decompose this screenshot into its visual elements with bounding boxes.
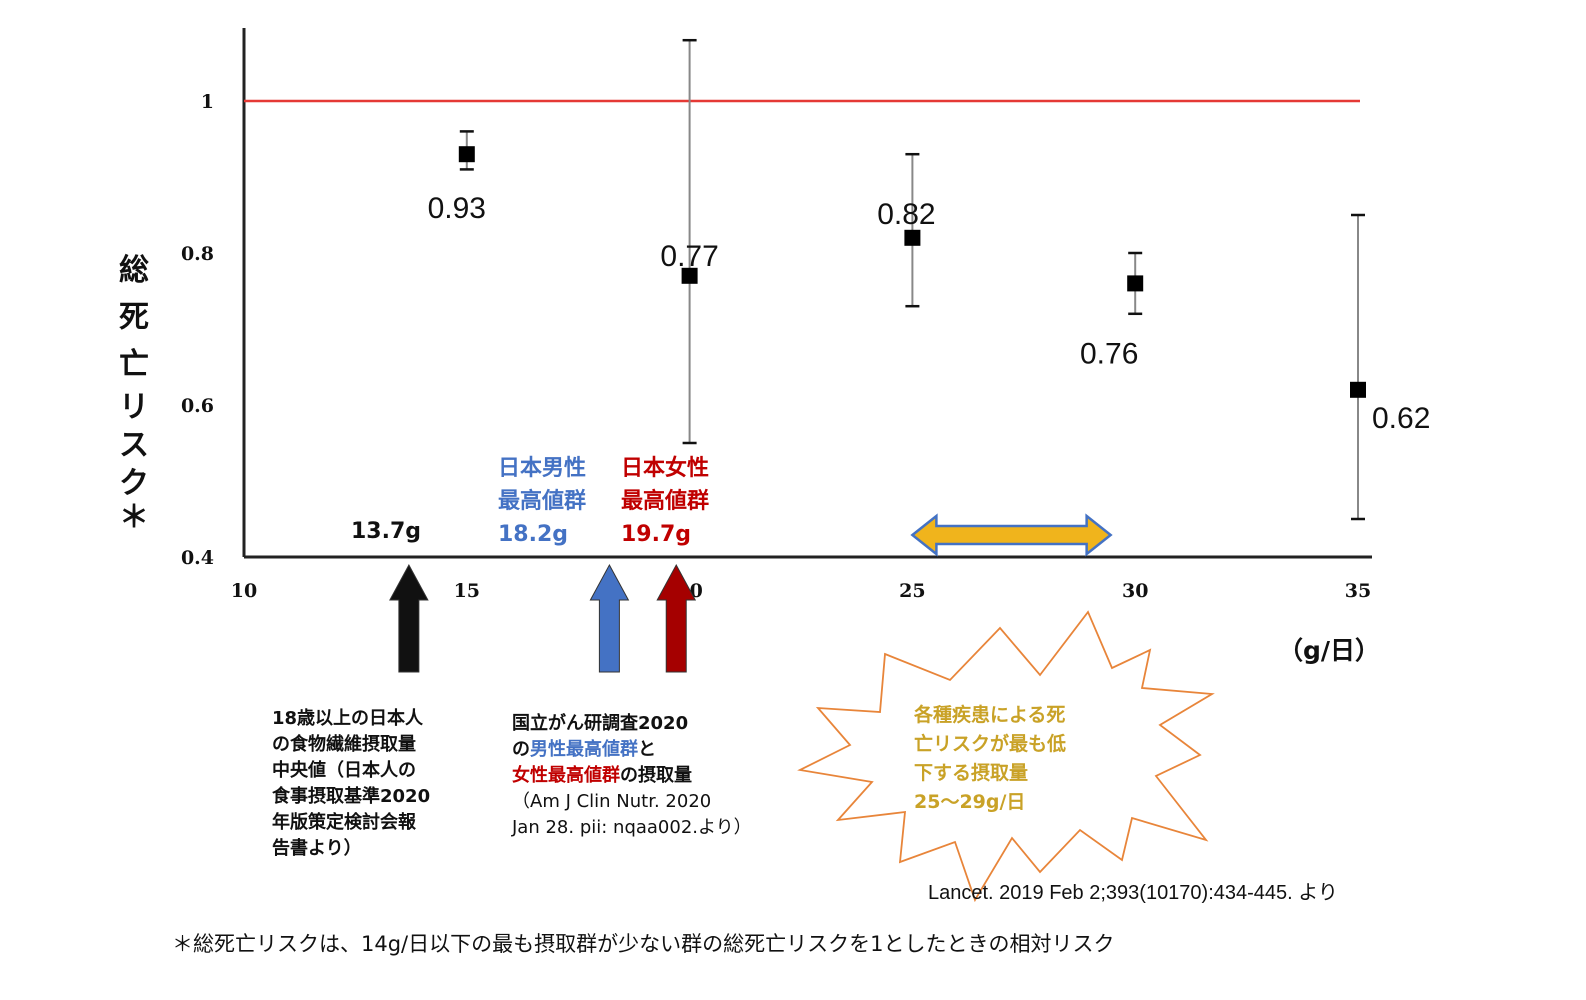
median-note-line: 18歳以上の日本人 [272, 708, 424, 729]
median-note: 18歳以上の日本人 の食物繊維摂取量 中央値（日本人の 食事摂取基準2020 年… [272, 706, 430, 862]
data-point [1127, 275, 1144, 292]
ncc-note-line: Jan 28. pii: nqaa002.より） [512, 817, 752, 838]
x-tick-label: 25 [899, 580, 925, 602]
median-note-line: 年版策定検討会報 [272, 812, 416, 833]
ncc-note-line: （Am J Clin Nutr. 2020 [512, 791, 712, 812]
marker-label-women-line1: 日本女性 [621, 456, 710, 481]
ncc-note-text: の [512, 739, 530, 760]
optimal-range-arrow [910, 513, 1113, 557]
y-axis-label-char: ク [119, 466, 149, 501]
y-axis-label-char: 総 [119, 253, 149, 288]
y-axis-label-char: リ [119, 390, 149, 425]
x-tick-label: 15 [454, 580, 480, 602]
burst-note: 各種疾患による死 亡リスクが最も低 下する摂取量 25〜29g/日 [914, 701, 1066, 817]
y-axis-label-char: 死 [119, 300, 149, 335]
x-tick-label: 30 [1122, 580, 1148, 602]
y-axis-label-char: ス [119, 428, 149, 463]
marker-label-women: 日本女性 最高値群 19.7g [621, 452, 709, 551]
y-tick-label: 0.8 [181, 243, 214, 265]
y-tick-label: 1 [201, 91, 214, 113]
y-tick-label: 0.4 [181, 547, 214, 569]
men-arrow [589, 563, 630, 673]
marker-label-men: 日本男性 最高値群 18.2g [498, 452, 586, 551]
starburst-callout [797, 610, 1215, 903]
data-label: 0.62 [1372, 402, 1430, 435]
burst-note-line: 25〜29g/日 [914, 791, 1026, 813]
marker-label-median: 13.7g [351, 519, 422, 544]
ncc-note-women-highlight: 女性最高値群 [512, 765, 620, 786]
median-note-line: の食物繊維摂取量 [272, 734, 416, 755]
y-tick-label: 0.6 [181, 395, 214, 417]
marker-label-women-line2: 最高値群 [621, 489, 710, 514]
marker-label-men-line3: 18.2g [498, 522, 569, 547]
ncc-note-text: と [638, 739, 656, 760]
burst-note-line: 各種疾患による死 [914, 704, 1066, 726]
y-axis-label-char: 亡 [119, 347, 149, 382]
data-label: 0.77 [660, 240, 718, 273]
x-axis-unit-label: （g/日） [1278, 636, 1381, 665]
data-point [1350, 381, 1366, 398]
median-note-line: 中央値（日本人の [272, 760, 416, 781]
women-arrow [656, 563, 697, 673]
x-tick-label: 35 [1345, 580, 1371, 602]
footnote: ＊総死亡リスクは、14g/日以下の最も摂取群が少ない群の総死亡リスクを1としたと… [172, 932, 1115, 956]
ncc-note-line: 女性最高値群の摂取量 [512, 763, 752, 789]
ncc-note-line: 国立がん研調査2020 [512, 713, 689, 734]
median-note-line: 食事摂取基準2020 [272, 786, 431, 807]
data-label: 0.93 [428, 192, 486, 225]
data-label: 0.82 [877, 198, 935, 231]
marker-label-men-line1: 日本男性 [498, 456, 587, 481]
burst-note-line: 下する摂取量 [914, 762, 1029, 784]
data-point [458, 146, 475, 163]
burst-note-line: 亡リスクが最も低 [914, 733, 1067, 755]
median-arrow [389, 563, 429, 673]
ncc-note-men-highlight: 男性最高値群 [530, 739, 638, 760]
x-tick-label: 10 [231, 580, 257, 602]
ncc-note-line: の男性最高値群と [512, 737, 752, 763]
ncc-note: 国立がん研調査2020 の男性最高値群と 女性最高値群の摂取量 （Am J Cl… [512, 711, 752, 841]
data-point [904, 229, 921, 246]
data-label: 0.76 [1080, 337, 1138, 370]
data-point [681, 267, 698, 284]
ncc-note-text: の摂取量 [620, 765, 692, 786]
citation: Lancet. 2019 Feb 2;393(10170):434-445. よ… [928, 882, 1338, 904]
y-axis-label-char: ＊ [119, 500, 149, 535]
marker-label-women-line3: 19.7g [621, 522, 692, 547]
marker-label-men-line2: 最高値群 [498, 489, 587, 514]
median-note-line: 告書より） [272, 838, 362, 859]
